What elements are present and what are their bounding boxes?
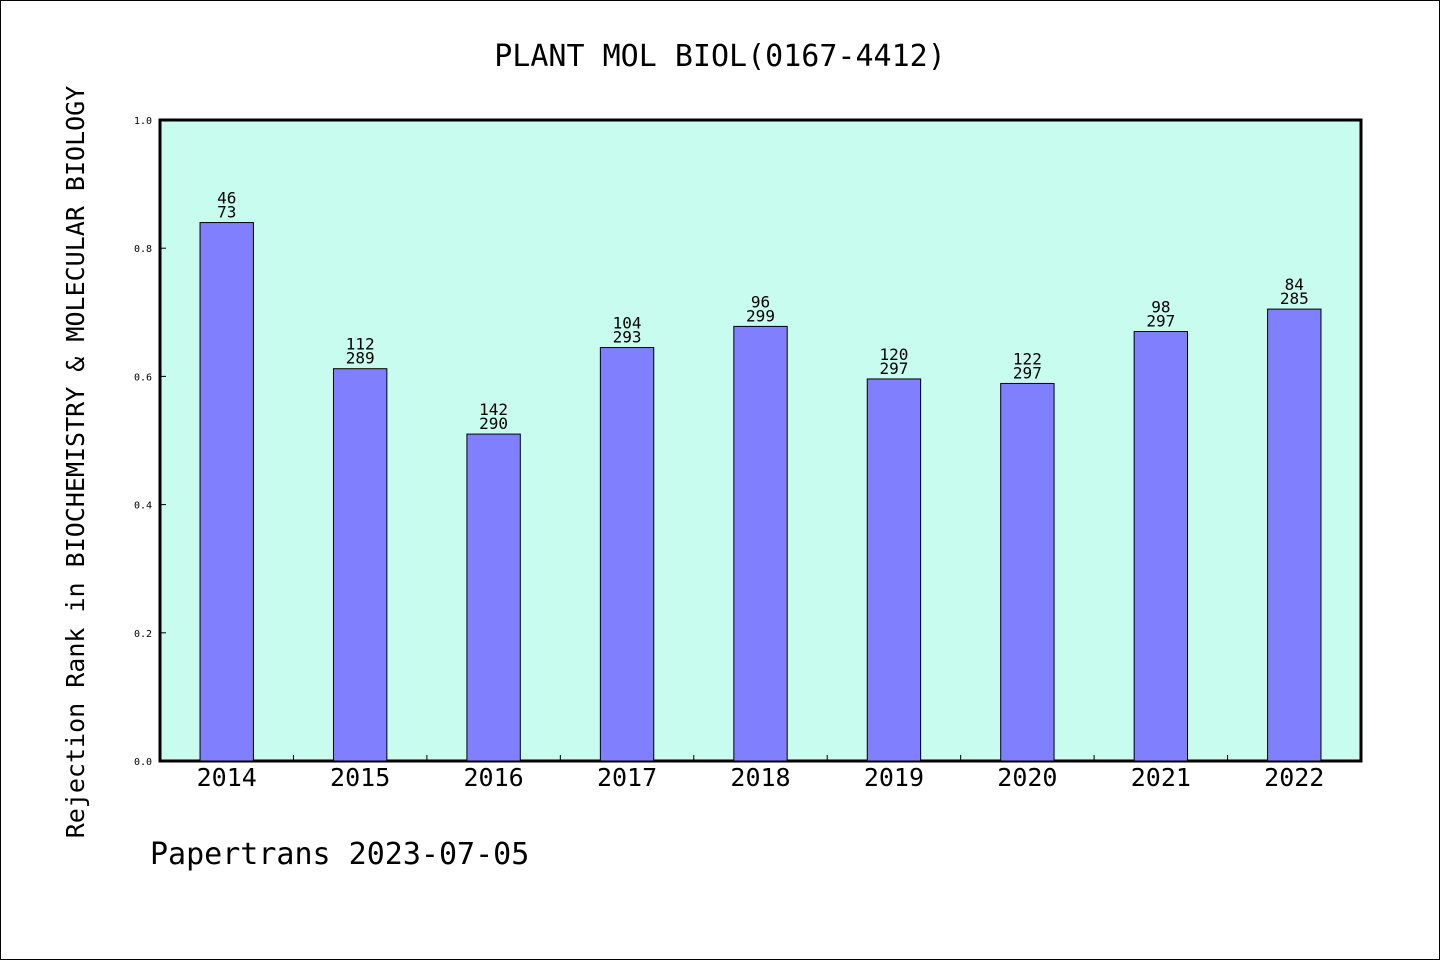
bar-label-rank: 104 [613,314,642,333]
y-tick-label: 1.0 [134,116,152,127]
bar-2014 [199,222,254,762]
bar-label-rank: 122 [1013,349,1042,368]
bar-label-total: 297 [879,359,908,378]
bar-label-rank: 98 [1151,298,1170,317]
y-tick-label: 0.0 [134,757,152,768]
bar-label-rank: 96 [751,292,770,311]
bar-label-total: 299 [746,306,775,325]
x-tick-label: 2014 [197,763,257,792]
bar-2019 [866,378,922,762]
bar-label-total: 285 [1280,289,1309,308]
bar-label-rank: 142 [479,400,508,419]
y-tick-label: 0.8 [134,244,152,255]
bar-labels: 4673112289142290104293962991202971222979… [217,189,1309,434]
x-tick-label: 2019 [864,763,924,792]
y-tick-label: 0.4 [134,501,152,512]
bar-2021 [1133,331,1189,762]
bar-2018 [733,325,788,762]
x-tick-label: 2015 [330,763,390,792]
bar-label-total: 290 [479,414,508,433]
bar-label-rank: 46 [217,189,236,208]
x-tick-label: 2021 [1131,763,1191,792]
x-tick-label: 2017 [597,763,657,792]
y-tick-label: 0.2 [134,629,152,640]
chart-title: PLANT MOL BIOL(0167-4412) [494,39,946,74]
bar-label-total: 297 [1146,312,1175,331]
bar-label-rank: 84 [1285,275,1304,294]
bar-label-rank: 112 [346,335,375,354]
footer-text: Papertrans 2023-07-05 [150,837,529,872]
bar-label-total: 289 [346,349,375,368]
bar-2022 [1267,308,1322,762]
bar-label-total: 293 [613,328,642,347]
y-axis-label: Rejection Rank in BIOCHEMISTRY & MOLECUL… [61,86,90,839]
bar-label-rank: 120 [879,345,908,364]
bar-label-total: 73 [217,203,236,222]
bar-label-total: 297 [1013,363,1042,382]
x-tick-label: 2020 [997,763,1057,792]
x-tick-label: 2016 [464,763,524,792]
bar-2016 [466,433,521,762]
y-tick-label: 0.6 [134,372,152,383]
x-tick-label: 2018 [730,763,790,792]
x-axis: 2014 2015 2016 2017 2018 2019 2020 2021 2022 [197,755,1324,792]
bars [199,222,1322,762]
bar-2017 [599,347,655,762]
bar-2015 [332,368,388,762]
x-tick-label: 2022 [1264,763,1324,792]
bar-2020 [1000,382,1055,762]
y-axis: 0.0 0.2 0.4 0.6 0.8 1.0 [134,116,166,768]
